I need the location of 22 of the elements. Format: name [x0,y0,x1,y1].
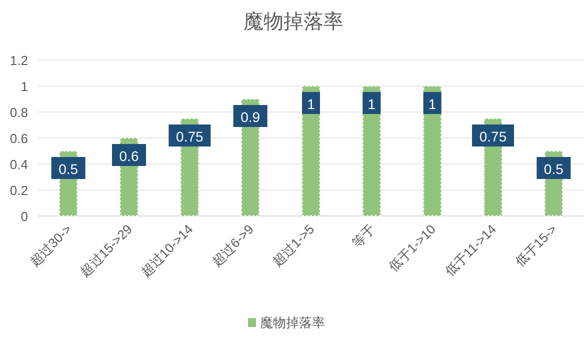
data-label: 0.5 [58,161,78,177]
chart-title: 魔物掉落率 [244,11,344,33]
x-tick-label: 等于 [348,222,378,251]
x-tick-label: 低于15-> [512,222,560,270]
y-tick-label: 0.8 [10,105,28,120]
y-tick-label: 0.4 [10,157,28,172]
data-label: 0.5 [544,161,564,177]
y-tick-label: 1 [20,79,28,94]
x-tick-label: 超过6->9 [208,222,256,270]
data-label: 0.75 [176,128,204,144]
y-tick-label: 0.2 [10,183,28,198]
legend-label: 魔物掉落率 [260,315,325,330]
data-label: 1 [307,96,316,112]
y-tick-label: 0 [20,209,28,224]
data-label: 1 [368,96,376,112]
data-label: 1 [428,96,436,112]
y-tick-label: 0.6 [10,131,28,146]
data-label: 0.9 [240,109,260,125]
data-label: 0.75 [479,128,507,144]
y-tick-label: 1.2 [10,53,28,68]
x-tick-label: 超过30-> [26,222,74,270]
data-label: 0.6 [119,148,139,164]
